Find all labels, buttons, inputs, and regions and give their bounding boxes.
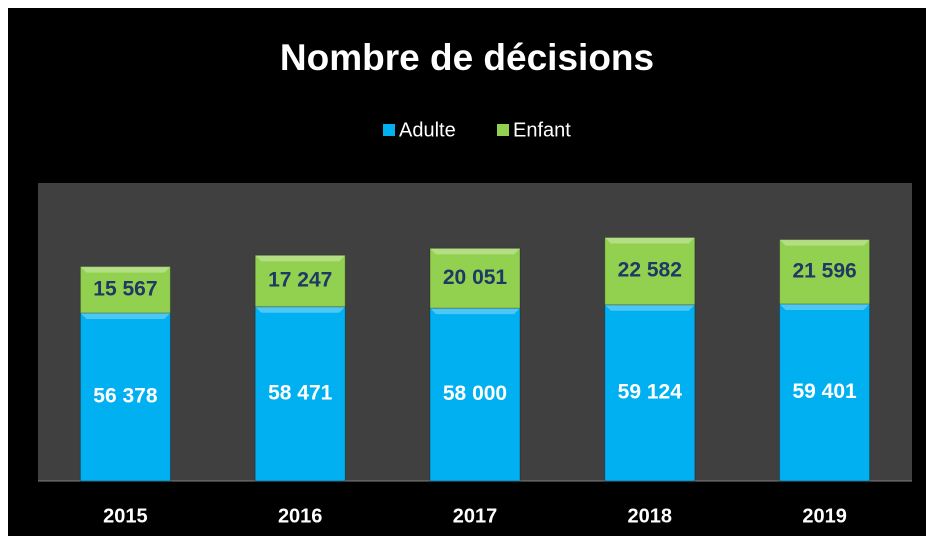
bar-segment	[254, 306, 346, 482]
value-label: 58 000	[443, 382, 507, 405]
bar-segment	[429, 307, 521, 482]
value-label: 58 471	[268, 381, 333, 404]
bar-bevel	[80, 312, 171, 319]
x-tick-label: 2016	[278, 505, 323, 527]
bar-segment	[604, 237, 696, 306]
x-tick-label: 2017	[453, 505, 498, 527]
value-label: 59 124	[618, 380, 683, 403]
bar-bevel	[255, 255, 346, 262]
x-tick-label: 2015	[103, 505, 148, 527]
value-label: 21 596	[792, 259, 856, 282]
bar-segment	[779, 239, 871, 305]
legend-swatch	[383, 124, 395, 136]
bar-segment	[79, 312, 171, 482]
bar-bevel	[80, 266, 171, 273]
legend-label: Enfant	[513, 119, 571, 141]
chart-title: Nombre de décisions	[280, 37, 654, 78]
value-label: 56 378	[93, 385, 158, 408]
bar-bevel	[779, 303, 870, 310]
bar-segment	[429, 247, 521, 309]
bar-bevel	[604, 304, 695, 311]
bar-segment	[779, 303, 871, 482]
bar-segment	[604, 304, 696, 482]
value-label: 22 582	[618, 259, 682, 282]
bar-segment	[79, 266, 171, 314]
bar-bevel	[779, 239, 870, 246]
x-tick-label: 2018	[628, 505, 673, 527]
value-label: 17 247	[268, 269, 332, 292]
bar-bevel	[255, 306, 346, 313]
bar-bevel	[430, 308, 520, 315]
value-label: 15 567	[93, 277, 157, 300]
legend-swatch	[497, 124, 509, 136]
bar-bevel	[430, 248, 520, 255]
bar-segment	[254, 254, 346, 308]
x-tick-label: 2019	[802, 505, 847, 527]
value-label: 59 401	[792, 380, 857, 403]
value-label: 20 051	[443, 266, 508, 289]
legend-label: Adulte	[399, 119, 456, 141]
bar-bevel	[604, 237, 695, 244]
